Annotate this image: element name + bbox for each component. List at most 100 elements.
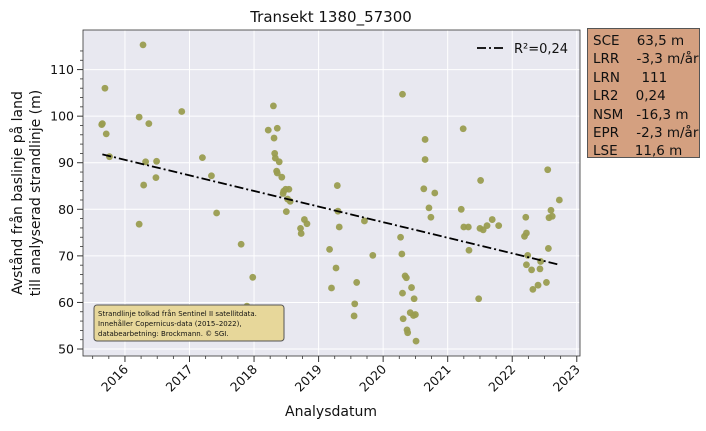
data-point: [199, 154, 206, 162]
data-point: [421, 136, 429, 143]
x-tick-label: 2022: [485, 362, 518, 395]
stat-lrr: LRR -3,3 m/år: [593, 51, 699, 68]
data-point: [420, 185, 428, 193]
data-point: [213, 209, 221, 217]
y-tick-label: 50: [58, 342, 74, 357]
data-point: [326, 245, 333, 253]
data-point: [361, 217, 368, 225]
attribution-box: Strandlinje tolkad från Sentinel II sate…: [93, 304, 285, 342]
plot-border: [82, 29, 581, 357]
data-point: [555, 196, 563, 204]
data-point: [333, 182, 341, 189]
x-tick-label: 2018: [227, 361, 260, 394]
stat-lse: LSE 11,6 m: [593, 143, 683, 160]
chart-title: Transekt 1380_57300: [249, 8, 412, 27]
attribution-line-1: Strandlinje tolkad från Sentinel II sate…: [98, 309, 257, 318]
data-point: [135, 220, 143, 228]
x-tick-label: 2016: [98, 361, 131, 394]
data-point: [275, 158, 283, 166]
data-point: [153, 157, 160, 165]
data-point: [98, 120, 106, 128]
stat-lr2: LR2 0,24: [593, 88, 666, 105]
data-point: [351, 300, 359, 308]
data-point: [178, 108, 186, 115]
data-point: [237, 240, 245, 248]
data-point: [402, 274, 410, 282]
data-point: [427, 213, 435, 221]
data-point: [412, 311, 419, 318]
data-point: [297, 230, 305, 237]
data-point: [102, 130, 110, 138]
data-point: [425, 204, 433, 212]
data-point: [488, 216, 496, 223]
x-tick-label: 2023: [550, 362, 583, 395]
data-point: [483, 222, 491, 230]
data-point: [475, 295, 483, 303]
y-tick-label: 70: [58, 248, 74, 263]
data-point: [282, 208, 290, 216]
data-point: [303, 220, 311, 228]
data-point: [273, 169, 281, 177]
data-point: [397, 233, 404, 241]
data-point: [285, 185, 293, 193]
data-point: [208, 172, 215, 180]
data-point: [529, 286, 537, 293]
data-point: [135, 113, 143, 121]
data-point: [421, 156, 429, 163]
data-point: [412, 337, 420, 345]
data-point: [477, 177, 484, 184]
data-point: [335, 223, 343, 231]
data-point: [145, 120, 153, 128]
y-tick-label: 90: [58, 155, 74, 170]
data-point: [332, 264, 340, 272]
data-point: [297, 224, 304, 232]
y-tick-label: 60: [58, 295, 74, 310]
data-point: [369, 252, 377, 259]
data-point: [328, 284, 335, 292]
grid: [83, 30, 580, 356]
data-point: [399, 289, 406, 297]
y-axis-label-line-2: till analyserad strandlinje (m): [28, 90, 44, 296]
x-axis-ticks: 2016 2017 2018 2019 2020 2021 2022 2023: [92, 356, 583, 395]
data-point: [270, 102, 277, 110]
data-point: [264, 126, 272, 134]
data-point: [464, 223, 472, 231]
attribution-line-3: databearbetning: Brockmann. © SGI.: [98, 330, 229, 338]
data-point: [353, 279, 361, 286]
data-point: [465, 246, 473, 254]
data-point: [350, 312, 358, 320]
stat-sce: SCE 63,5 m: [593, 33, 685, 49]
data-point: [278, 173, 286, 181]
y-tick-label: 80: [58, 202, 74, 217]
stat-epr: EPR -2,3 m/år: [593, 125, 699, 142]
data-point: [544, 166, 552, 174]
data-point: [543, 279, 550, 286]
y-axis-ticks: 50 60 70 80 90 100 110: [50, 50, 83, 357]
data-point: [495, 222, 503, 230]
data-point: [399, 315, 407, 323]
data-point: [534, 281, 542, 289]
data-point: [410, 295, 418, 303]
attribution-line-2: Innehåller Copernicus-data (2015–2022),: [98, 319, 242, 328]
data-point: [408, 284, 415, 291]
data-point: [398, 250, 406, 258]
data-point: [547, 206, 555, 214]
x-axis-label: Analysdatum: [285, 404, 377, 420]
data-point: [528, 266, 535, 274]
data-point: [459, 125, 467, 133]
data-point: [152, 174, 160, 182]
x-tick-label: 2019: [292, 361, 325, 394]
data-point: [524, 252, 532, 259]
stats-box: SCE 63,5 m LRR -3,3 m/år LRN 111 LR2 0,2…: [587, 28, 700, 160]
y-tick-label: 100: [50, 109, 74, 124]
legend: R²=0,24: [477, 42, 568, 57]
stat-nsm: NSM -16,3 m: [593, 106, 689, 123]
data-point: [270, 134, 278, 142]
data-point: [273, 124, 281, 132]
y-axis-label-line-1: Avstånd från baslinje på land: [9, 91, 26, 295]
y-tick-label: 110: [50, 62, 74, 77]
legend-label: R²=0,24: [514, 42, 568, 57]
data-point: [522, 213, 530, 221]
data-point: [399, 90, 406, 98]
data-point: [140, 181, 148, 189]
